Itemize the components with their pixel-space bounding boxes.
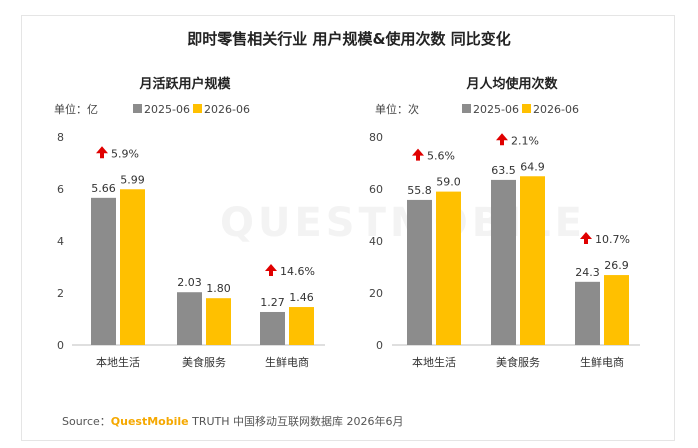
x-tick-label: 生鲜电商 bbox=[265, 355, 309, 369]
legend-label: 2026-06 bbox=[533, 103, 579, 116]
bar bbox=[120, 189, 145, 345]
x-tick-label: 本地生活 bbox=[412, 355, 456, 369]
bar bbox=[177, 292, 202, 345]
source-brand: QuestMobile bbox=[110, 415, 189, 428]
data-label: 1.46 bbox=[289, 291, 314, 304]
up-arrow-icon bbox=[412, 148, 424, 161]
bar bbox=[206, 298, 231, 345]
y-tick-label: 2 bbox=[57, 287, 64, 300]
data-label: 24.3 bbox=[575, 266, 600, 279]
y-tick-label: 80 bbox=[369, 131, 383, 144]
bar bbox=[407, 199, 432, 345]
bar bbox=[604, 275, 629, 345]
bar bbox=[491, 179, 516, 345]
growth-label: 5.6% bbox=[427, 150, 455, 163]
up-arrow-icon bbox=[580, 232, 592, 245]
bar bbox=[436, 191, 461, 345]
data-label: 55.8 bbox=[407, 184, 432, 197]
legend-swatch bbox=[462, 104, 471, 113]
data-label: 63.5 bbox=[491, 164, 516, 177]
bar bbox=[91, 197, 116, 345]
unit-label: 单位：次 bbox=[375, 102, 419, 116]
source-note: Source：QuestMobile TRUTH 中国移动互联网数据库 2026… bbox=[62, 413, 404, 429]
page-title: 即时零售相关行业 用户规模&使用次数 同比变化 bbox=[187, 30, 511, 48]
data-label: 1.27 bbox=[260, 296, 285, 309]
up-arrow-icon bbox=[96, 146, 108, 159]
growth-label: 2.1% bbox=[511, 134, 539, 147]
growth-label: 14.6% bbox=[280, 265, 315, 278]
y-tick-label: 0 bbox=[57, 339, 64, 352]
y-tick-label: 20 bbox=[369, 287, 383, 300]
x-tick-label: 美食服务 bbox=[182, 355, 226, 369]
x-tick-label: 生鲜电商 bbox=[580, 355, 624, 369]
legend-swatch bbox=[522, 104, 531, 113]
y-tick-label: 8 bbox=[57, 131, 64, 144]
y-tick-label: 60 bbox=[369, 183, 383, 196]
legend-label: 2025-06 bbox=[144, 103, 190, 116]
source-rest: TRUTH 中国移动互联网数据库 2026年6月 bbox=[188, 415, 404, 428]
legend-label: 2025-06 bbox=[473, 103, 519, 116]
chart-title: 月人均使用次数 bbox=[465, 76, 558, 92]
up-arrow-icon bbox=[496, 133, 508, 146]
x-tick-label: 本地生活 bbox=[96, 355, 140, 369]
bar bbox=[260, 311, 285, 345]
y-tick-label: 6 bbox=[57, 183, 64, 196]
source-prefix: Source： bbox=[62, 415, 111, 428]
data-label: 2.03 bbox=[177, 276, 202, 289]
growth-label: 5.9% bbox=[111, 147, 139, 160]
growth-label: 10.7% bbox=[595, 233, 630, 246]
y-tick-label: 0 bbox=[376, 339, 383, 352]
up-arrow-icon bbox=[265, 264, 277, 277]
data-label: 5.66 bbox=[91, 182, 116, 195]
data-label: 1.80 bbox=[206, 282, 231, 295]
data-label: 59.0 bbox=[436, 176, 461, 189]
x-tick-label: 美食服务 bbox=[496, 355, 540, 369]
y-tick-label: 4 bbox=[57, 235, 64, 248]
data-label: 64.9 bbox=[520, 160, 545, 173]
bar bbox=[520, 176, 545, 345]
bar bbox=[575, 281, 600, 345]
y-tick-label: 40 bbox=[369, 235, 383, 248]
data-label: 5.99 bbox=[120, 173, 145, 186]
chart-title: 月活跃用户规模 bbox=[138, 76, 231, 92]
unit-label: 单位：亿 bbox=[54, 102, 98, 116]
legend-swatch bbox=[193, 104, 202, 113]
bar bbox=[289, 307, 314, 345]
legend-swatch bbox=[133, 104, 142, 113]
data-label: 26.9 bbox=[604, 259, 629, 272]
legend-label: 2026-06 bbox=[204, 103, 250, 116]
